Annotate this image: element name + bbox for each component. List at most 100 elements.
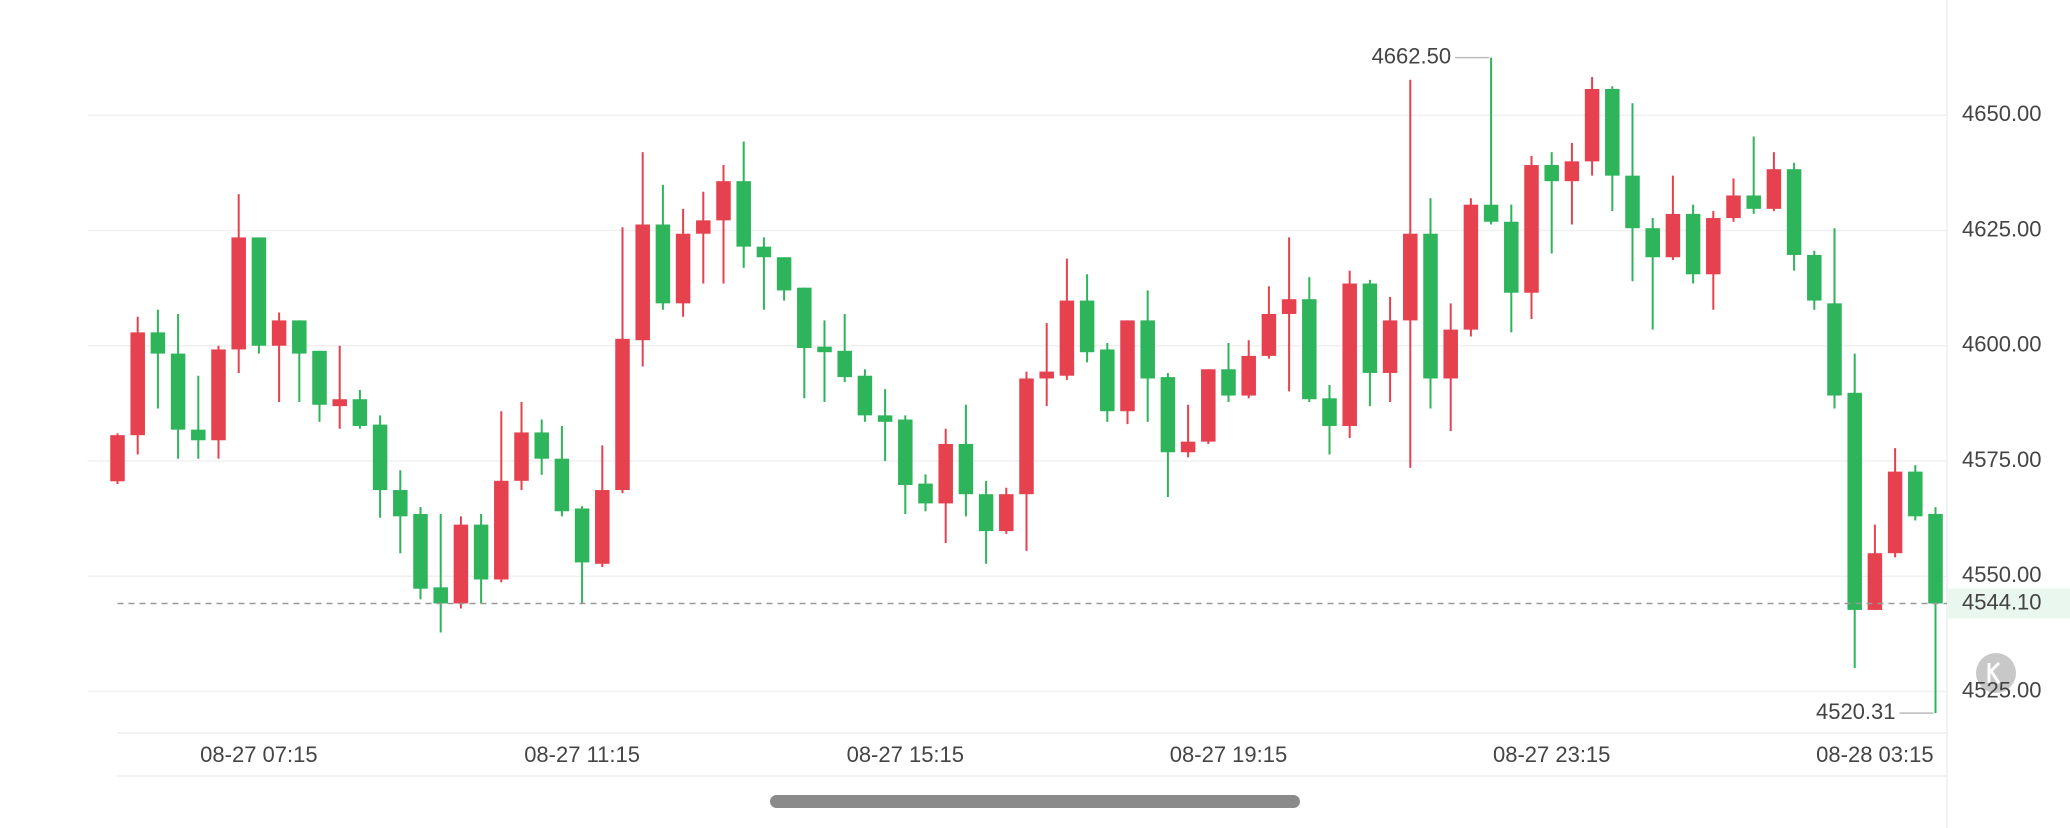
x-tick-label: 08-27 23:15 [1493,742,1610,767]
candle [352,390,368,429]
candle [1100,342,1115,422]
candle-body [655,224,671,304]
candle [1362,279,1378,407]
candle-body [453,524,469,604]
candle [1928,507,1943,714]
candle-body [938,443,953,504]
candle [1059,258,1075,380]
candle-body [1302,299,1317,400]
candle [211,345,226,459]
candle-body [1342,283,1357,426]
candle [1160,372,1176,497]
candle-body [1180,441,1196,453]
candle [1120,320,1135,425]
candle-body [1584,88,1600,162]
candle-body [877,415,893,422]
candle-body [150,332,166,354]
x-tick-label: 08-28 03:15 [1816,742,1933,767]
candle [312,350,327,422]
candle [1302,277,1317,402]
candle [635,152,650,367]
candle-body [170,353,186,430]
candle-body [231,237,246,350]
candle-body [817,346,832,353]
k-button-icon[interactable] [1987,661,2001,684]
candle-body [1382,320,1398,373]
candle-body [1605,88,1620,176]
candle [1079,274,1095,363]
candle-body [292,320,307,354]
candle [393,470,408,554]
candle [776,257,792,301]
candle-body [433,587,448,604]
candle-body [1786,169,1802,255]
candle-body [271,320,287,346]
candle [877,389,893,462]
candle [1322,384,1337,455]
candle-body [251,237,267,346]
candle [292,320,307,402]
x-tick-label: 08-27 11:15 [524,742,640,767]
y-tick-label: 4625.00 [1962,216,2042,241]
candle [1625,103,1640,282]
candle [1706,211,1721,310]
max-label: 4662.50 [1372,43,1452,68]
candle [473,514,489,604]
candle [150,309,166,409]
candle-body [615,338,630,491]
candle [191,375,206,459]
candle-body [1241,355,1256,396]
candle-body [352,399,368,426]
candle [978,480,994,564]
candle-body [191,429,206,441]
x-tick-label: 08-27 07:15 [200,742,317,767]
candle-body [514,432,529,481]
candle-body [574,508,590,563]
y-tick-label: 4575.00 [1962,447,2042,472]
x-tick-label: 08-27 19:15 [1170,742,1287,767]
candle [110,433,125,485]
candle [1584,76,1600,176]
candle-body [756,246,772,258]
k-button-circle[interactable] [1976,653,2016,693]
candle [1180,404,1196,458]
candle-body [978,494,994,532]
candle-body [372,424,388,491]
candle-body [1504,221,1519,293]
candle-body [1544,165,1559,182]
candle-body [1100,349,1115,412]
candle-body [1443,329,1458,379]
candle [1827,228,1842,409]
candle [1746,136,1761,214]
k-button[interactable] [1976,653,2016,693]
candle [837,313,852,383]
candle-body [1079,300,1095,353]
min-label: 4520.31 [1816,699,1896,724]
candle [170,313,186,459]
candle-body [1867,553,1883,610]
candle-body [1928,514,1943,604]
candle-body [1403,233,1418,321]
y-tick-label: 4650.00 [1962,101,2042,126]
candle-body [130,332,145,436]
candle [1847,353,1862,668]
candle [1140,290,1155,422]
scrollbar[interactable] [770,795,1300,808]
candle [1261,286,1277,359]
candle-body [1423,233,1438,379]
y-tick-label: 4600.00 [1962,332,2042,357]
candle [1039,323,1054,407]
candle-body [1120,320,1135,412]
candle [1201,369,1216,444]
candle [332,345,347,429]
candle [696,191,711,284]
candle-body [1706,218,1721,275]
candle-body [1039,371,1054,379]
candle [797,287,812,399]
candle [1887,448,1903,558]
candle [1685,204,1701,284]
candle-body [1564,161,1580,182]
candle [1463,198,1479,337]
candle [999,487,1014,534]
